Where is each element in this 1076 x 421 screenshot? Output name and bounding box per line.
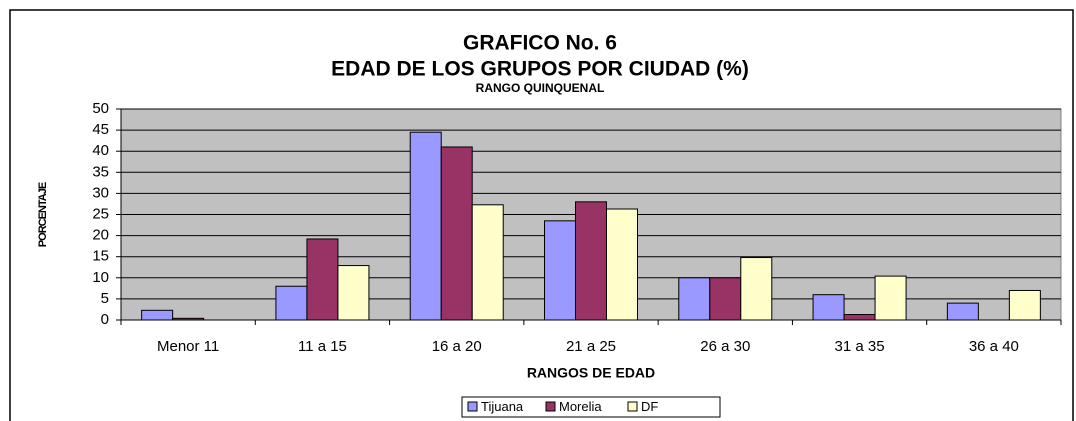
x-tick-label: 26 a 30 [700, 338, 750, 355]
bar [709, 277, 742, 321]
legend-swatch [467, 401, 478, 412]
chart-note: RANGO QUINQUENAL [476, 81, 605, 95]
bar [306, 238, 339, 321]
bar [946, 302, 979, 321]
y-tick-label: 15 [92, 248, 109, 265]
chart-subtitle: EDAD DE LOS GRUPOS POR CIUDAD (%) [331, 58, 749, 81]
legend-label: DF [641, 399, 658, 414]
bar [337, 265, 370, 321]
y-tick-label: 35 [92, 163, 109, 180]
y-tick-label: 30 [92, 184, 109, 201]
y-axis-label: PORCENTAJE [37, 182, 49, 247]
y-tick-label: 10 [92, 269, 109, 286]
y-tick-label: 50 [92, 100, 109, 117]
x-tick-label: Menor 11 [157, 338, 219, 355]
y-tick-label: 20 [92, 227, 109, 244]
x-tick-label: 16 a 20 [432, 338, 482, 355]
bar [678, 277, 711, 321]
y-tick-label: 0 [101, 311, 109, 328]
x-tick-label: 21 a 25 [566, 338, 616, 355]
y-tick-label: 40 [92, 142, 109, 159]
x-tick-label: 11 a 15 [298, 338, 347, 355]
x-tick-label: 36 a 40 [969, 338, 1019, 355]
bar [275, 285, 308, 321]
legend-box [461, 396, 721, 418]
bar [544, 220, 576, 321]
bar [141, 309, 174, 321]
bar [874, 275, 907, 321]
legend-label: Tijuana [481, 399, 524, 414]
x-tick-label: 31 a 35 [835, 338, 885, 355]
bar [1008, 289, 1041, 321]
bar [843, 314, 876, 321]
bar [471, 204, 504, 321]
bar [575, 201, 607, 321]
bar [812, 294, 845, 321]
bar [409, 131, 442, 321]
y-tick-label: 45 [92, 121, 109, 138]
y-tick-label: 25 [92, 205, 109, 222]
legend-swatch [627, 401, 638, 412]
bar [606, 208, 638, 321]
frame [9, 9, 1074, 421]
bar [440, 146, 473, 321]
bar [172, 317, 205, 321]
chart-title: GRAFICO No. 6 [463, 32, 617, 55]
legend-label: Morelia [559, 399, 602, 414]
x-axis-label: RANGOS DE EDAD [527, 365, 655, 381]
bar [740, 257, 773, 321]
legend-swatch [545, 401, 556, 412]
y-tick-label: 5 [101, 290, 109, 307]
